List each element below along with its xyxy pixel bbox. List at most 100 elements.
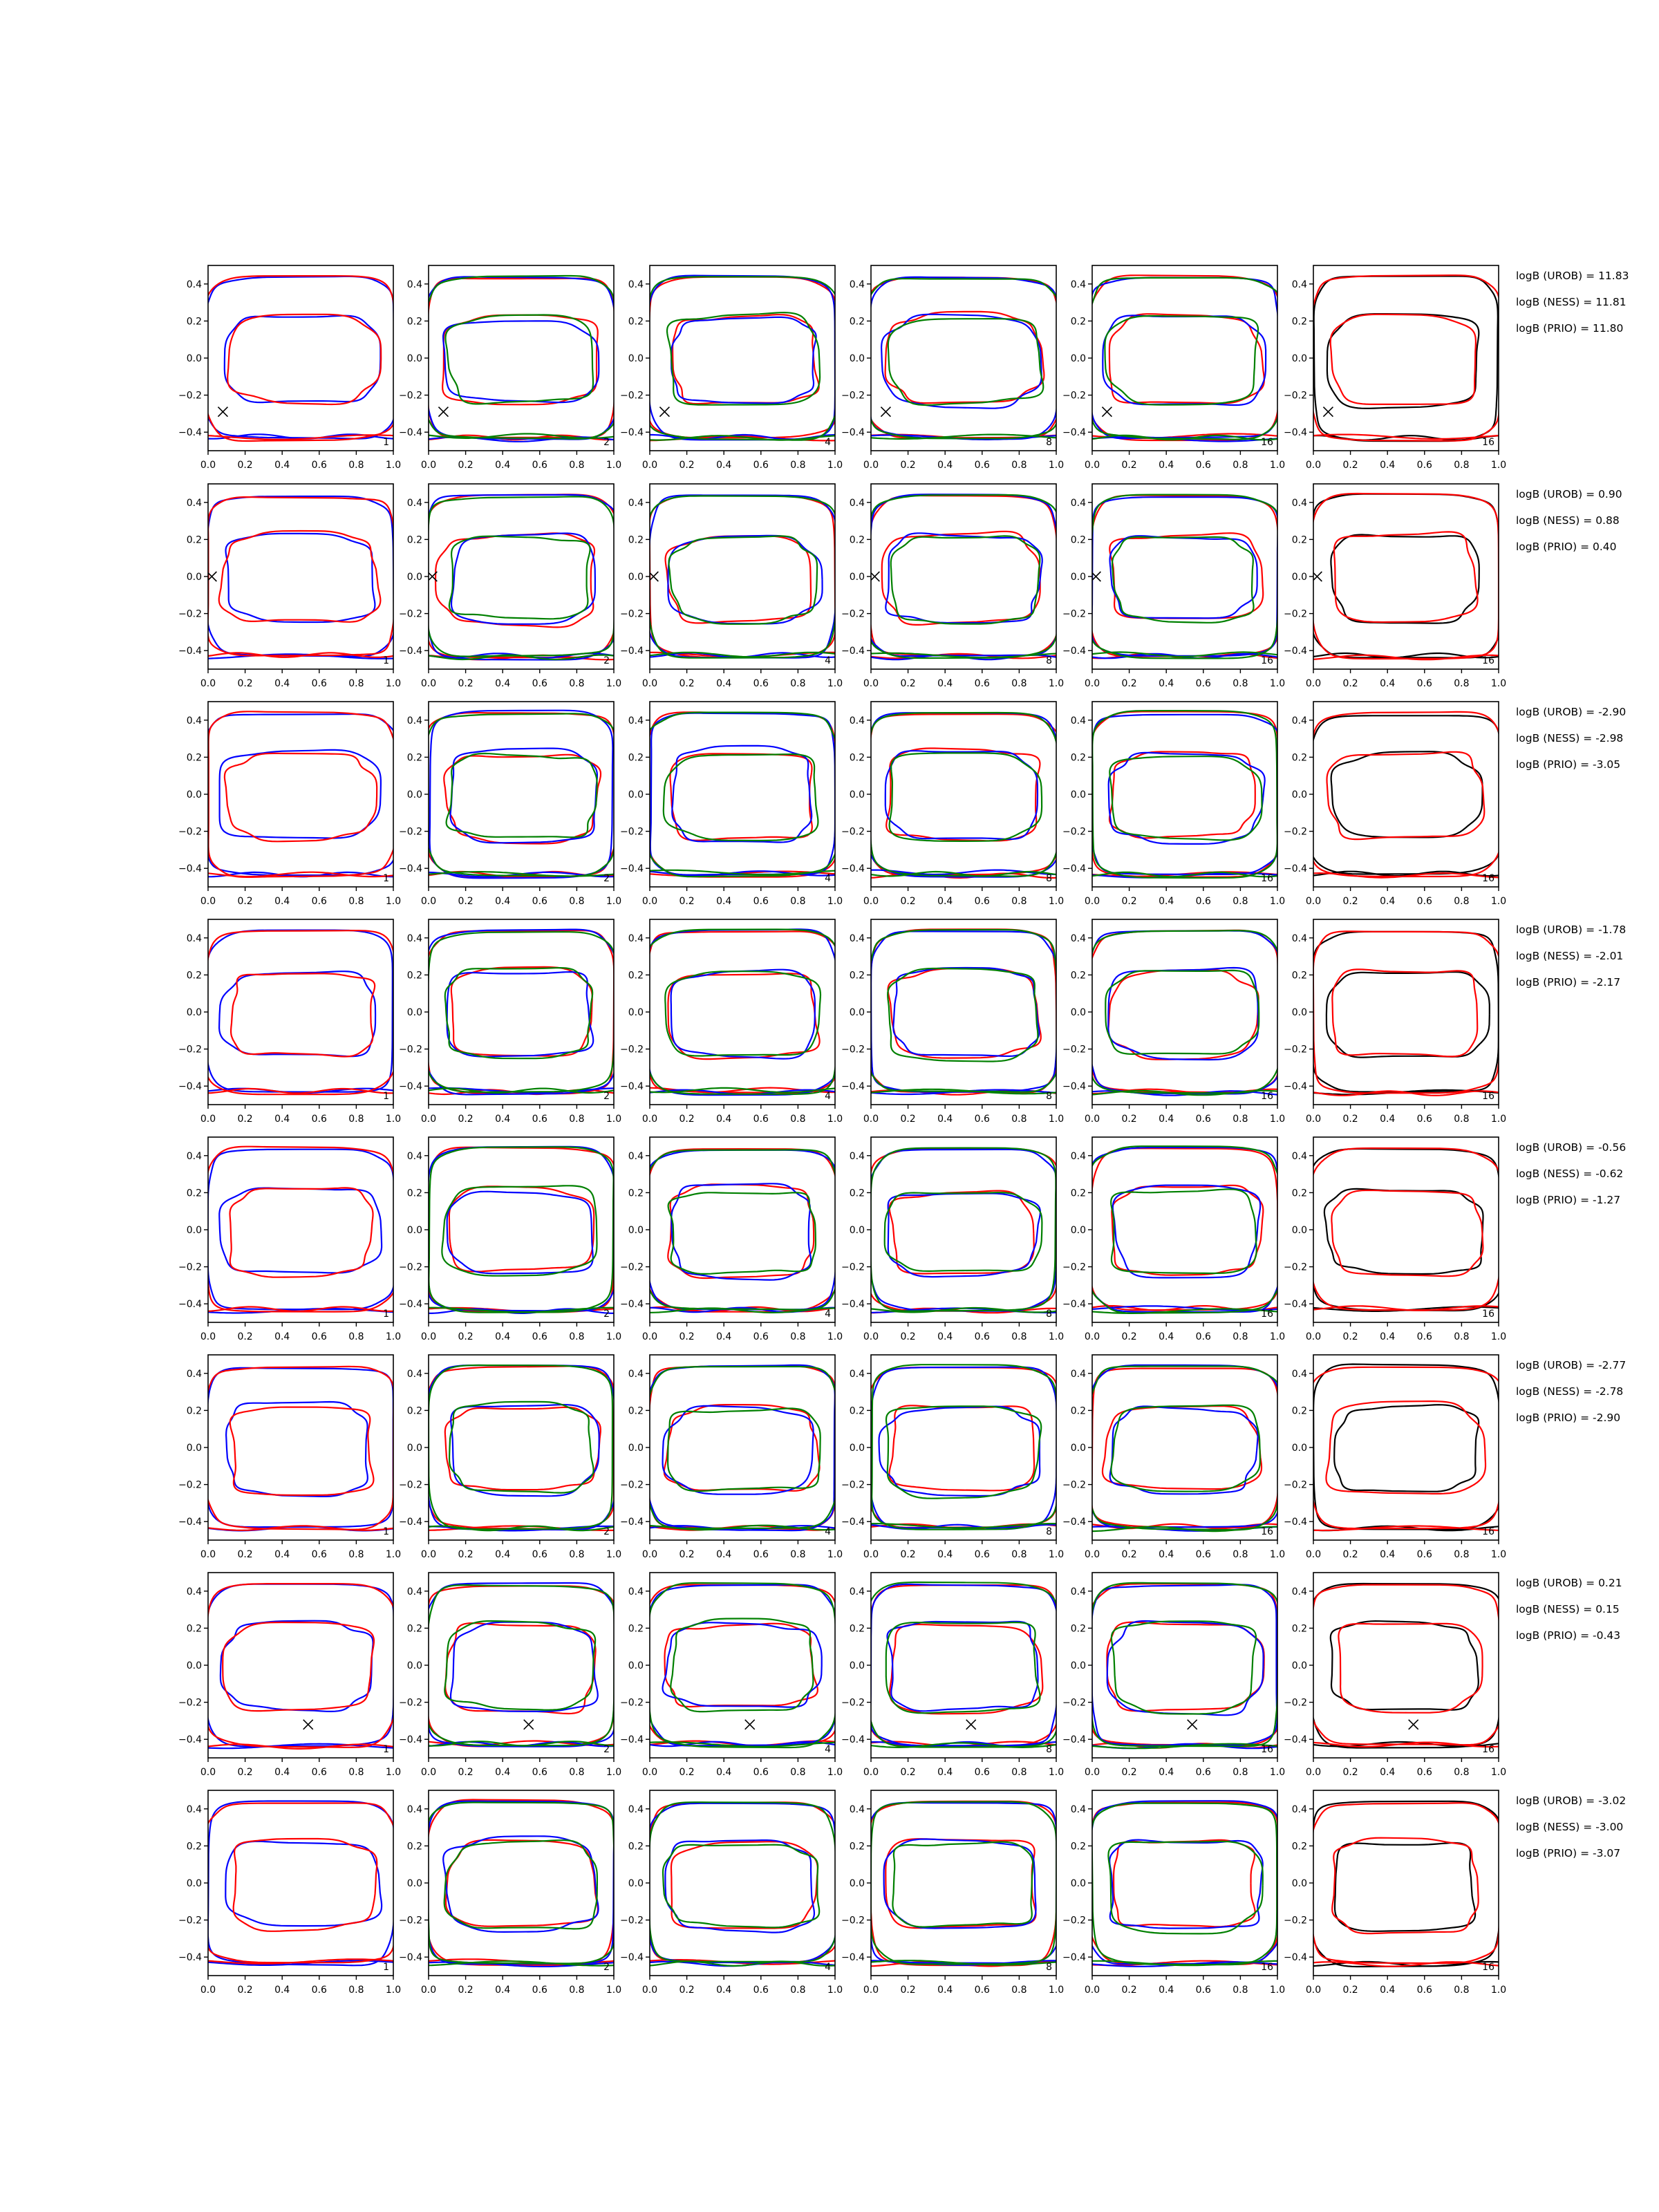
x-tick-label: 0.6 — [312, 1549, 327, 1560]
panel-count-label: 16 — [1482, 1309, 1494, 1320]
panel-r1-c6: 0.0 0.2 0.4 0.6 0.8 1.0 0.4 0.2 0.0 −0.2 −0.4 16 — [1284, 265, 1506, 471]
series-green-outer — [871, 1364, 1056, 1530]
axes-frame — [649, 1354, 836, 1541]
series-green-edge — [650, 1087, 835, 1094]
y-tick-label: −0.4 — [620, 1734, 644, 1745]
series-green-edge — [1092, 871, 1277, 878]
panel-count-label: 4 — [825, 1309, 831, 1320]
series-red-edge — [208, 1958, 393, 1965]
x-tick-label: 1.0 — [1491, 1549, 1506, 1560]
y-tick-label: 0.0 — [407, 572, 422, 583]
x-tick-label: 0.6 — [1417, 1549, 1432, 1560]
axes-frame — [1313, 1136, 1499, 1323]
x-tick-label: 0.8 — [790, 1114, 805, 1125]
y-tick-label: 0.2 — [1292, 1405, 1307, 1416]
x-tick-label: 0.0 — [642, 1985, 657, 1996]
x-tick-label: 0.0 — [863, 1985, 879, 1996]
x-tick-label: 0.6 — [1417, 460, 1432, 471]
x-tick-label: 0.6 — [1417, 1985, 1432, 1996]
x-tick-label: 0.4 — [274, 1331, 290, 1342]
panel-count-label: 16 — [1261, 1962, 1273, 1973]
series-blue-inner — [671, 1183, 812, 1281]
panel-r1-c1: 0.0 0.2 0.4 0.6 0.8 1.0 0.4 0.2 0.0 −0.2 −0.4 1 — [178, 265, 401, 471]
curves — [871, 1147, 1056, 1314]
y-tick-label: 0.4 — [850, 498, 865, 509]
axes-frame — [207, 1136, 394, 1323]
x-tick-label: 0.8 — [1454, 1549, 1469, 1560]
x-tick-label: 1.0 — [386, 678, 401, 689]
x-tick-label: 0.6 — [312, 1767, 327, 1778]
series-blue-outer — [208, 1583, 393, 1747]
y-tick-label: 0.2 — [1292, 1623, 1307, 1634]
y-tick-label: 0.0 — [628, 572, 644, 583]
panel-count-label: 8 — [1046, 1526, 1052, 1537]
log-bayes-label: logB (PRIO) = -1.27 — [1516, 1194, 1620, 1206]
series-red-outer — [871, 1367, 1056, 1529]
x-tick-label: 0.0 — [421, 896, 436, 907]
series-blue-outer — [650, 712, 835, 876]
panel-r4-c1: 0.0 0.2 0.4 0.6 0.8 1.0 0.4 0.2 0.0 −0.2 −0.4 1 — [178, 919, 401, 1125]
series-blue-inner — [225, 1840, 383, 1927]
curves — [429, 1582, 614, 1747]
x-tick-label: 0.8 — [348, 1767, 364, 1778]
curves — [871, 1364, 1056, 1530]
x-tick-label: 0.0 — [1306, 896, 1321, 907]
y-tick-label: 0.4 — [187, 498, 202, 509]
x-tick-label: 0.4 — [495, 1767, 510, 1778]
x-tick-label: 0.4 — [274, 1767, 290, 1778]
panel-r5-c6: 0.0 0.2 0.4 0.6 0.8 1.0 0.4 0.2 0.0 −0.2 −0.4 16 — [1284, 1136, 1506, 1342]
x-tick-label: 1.0 — [1049, 1767, 1064, 1778]
series-blue-outer — [650, 928, 835, 1096]
x-tick-label: 0.6 — [975, 1114, 990, 1125]
x-tick-label: 0.4 — [274, 1549, 290, 1560]
y-tick-label: −0.4 — [1284, 1081, 1307, 1092]
series-red-inner — [1331, 1837, 1479, 1935]
x-tick-label: 0.0 — [1306, 1331, 1321, 1342]
x-tick-label: 0.6 — [1417, 1331, 1432, 1342]
y-tick-label: 0.2 — [1292, 752, 1307, 763]
x-tick-label: 0.2 — [1342, 1114, 1358, 1125]
log-bayes-label: logB (PRIO) = 11.80 — [1516, 322, 1623, 335]
y-tick-label: 0.4 — [1071, 933, 1086, 944]
y-tick-label: −0.2 — [399, 1915, 422, 1927]
series-red-inner — [1333, 531, 1479, 624]
log-bayes-label: logB (NESS) = -0.62 — [1516, 1168, 1623, 1180]
axes-frame — [870, 265, 1057, 451]
y-tick-label: −0.4 — [841, 1734, 865, 1745]
panel-count-label: 4 — [825, 1526, 831, 1537]
x-tick-label: 0.8 — [569, 1114, 584, 1125]
curves — [1313, 492, 1499, 661]
y-tick-label: −0.2 — [1284, 827, 1307, 838]
x-tick-label: 0.2 — [1121, 1767, 1136, 1778]
series-red-inner — [450, 966, 593, 1057]
series-green-edge — [429, 1525, 614, 1532]
series-green-edge — [871, 1523, 1056, 1529]
x-tick-label: 0.4 — [937, 678, 953, 689]
series-blue-outer — [871, 494, 1056, 657]
log-bayes-label: logB (NESS) = -2.01 — [1516, 950, 1623, 962]
x-tick-label: 0.2 — [458, 1549, 473, 1560]
x-tick-label: 0.2 — [1342, 1549, 1358, 1560]
y-tick-label: −0.4 — [620, 427, 644, 438]
panel-count-label: 1 — [383, 1526, 389, 1537]
series-green-outer — [650, 711, 835, 878]
panel-r3-c6: 0.0 0.2 0.4 0.6 0.8 1.0 0.4 0.2 0.0 −0.2 −0.4 16 — [1284, 701, 1506, 907]
series-red-outer — [871, 713, 1056, 877]
y-tick-label: −0.4 — [620, 1517, 644, 1528]
curves — [1313, 711, 1499, 879]
curves — [429, 928, 614, 1096]
y-tick-label: 0.4 — [850, 1804, 865, 1815]
y-tick-label: 0.4 — [1071, 498, 1086, 509]
curves — [208, 1145, 393, 1314]
series-green-outer — [1092, 1802, 1277, 1966]
x-tick-label: 0.8 — [1011, 678, 1027, 689]
series-black-outer — [1313, 930, 1499, 1093]
y-tick-label: 0.0 — [1292, 1443, 1307, 1454]
x-tick-label: 0.4 — [495, 1549, 510, 1560]
panel-r1-c5: 0.0 0.2 0.4 0.6 0.8 1.0 0.4 0.2 0.0 −0.2 −0.4 16 — [1062, 265, 1285, 471]
x-tick-label: 0.2 — [237, 1985, 252, 1996]
curves — [650, 1801, 835, 1967]
series-blue-outer — [871, 930, 1056, 1093]
series-green-inner — [887, 967, 1039, 1062]
log-bayes-label: logB (UROB) = 0.21 — [1516, 1577, 1622, 1589]
